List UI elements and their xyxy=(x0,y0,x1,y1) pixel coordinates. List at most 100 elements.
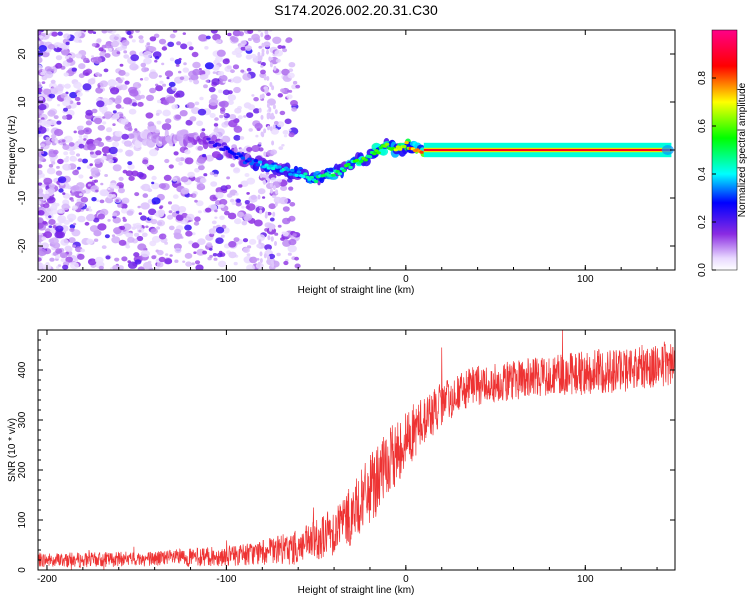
noise-speckle xyxy=(129,89,139,97)
noise-speckle xyxy=(241,205,245,209)
noise-speckle xyxy=(230,69,235,74)
noise-speckle xyxy=(250,194,257,200)
noise-speckle xyxy=(273,120,279,125)
noise-speckle xyxy=(56,222,62,227)
noise-speckle xyxy=(288,215,296,222)
noise-speckle xyxy=(167,41,175,47)
colorbar: 0.0 0.2 0.4 0.6 0.8 Normalized spectral ampl… xyxy=(697,29,748,277)
noise-speckle xyxy=(148,208,157,216)
noise-speckle xyxy=(63,135,73,143)
noise-speckle xyxy=(179,110,188,117)
noise-speckle xyxy=(101,155,107,161)
noise-speckle xyxy=(93,217,100,223)
noise-speckle xyxy=(49,237,59,245)
noise-speckle xyxy=(270,177,277,183)
noise-speckle xyxy=(157,99,162,104)
noise-speckle xyxy=(243,213,253,221)
noise-speckle xyxy=(68,142,75,147)
noise-speckle xyxy=(55,202,60,207)
ridge-core xyxy=(354,158,360,162)
noise-speckle xyxy=(274,232,279,236)
noise-speckle xyxy=(167,214,174,220)
noise-speckle xyxy=(112,110,117,114)
noise-speckle xyxy=(231,201,236,205)
noise-speckle xyxy=(228,119,238,128)
noise-speckle xyxy=(197,238,206,246)
noise-speckle xyxy=(121,256,128,262)
noise-speckle xyxy=(191,107,200,115)
noise-speckle xyxy=(265,174,269,180)
noise-speckle xyxy=(117,203,123,208)
noise-speckle xyxy=(120,118,129,125)
noise-speckle xyxy=(44,212,50,217)
noise-speckle xyxy=(149,87,157,94)
noise-speckle xyxy=(211,220,217,225)
noise-speckle xyxy=(38,187,44,195)
noise-speckle xyxy=(257,60,262,64)
noise-speckle xyxy=(286,94,293,100)
noise-speckle xyxy=(46,167,56,175)
noise-speckle xyxy=(264,244,272,251)
noise-speckle xyxy=(140,215,147,221)
noise-speckle xyxy=(99,51,107,57)
noise-speckle xyxy=(86,165,92,169)
ridge-core xyxy=(341,169,347,173)
noise-speckle xyxy=(147,164,155,171)
noise-speckle xyxy=(158,206,163,210)
noise-speckle xyxy=(234,107,242,114)
noise-speckle xyxy=(137,83,142,87)
noise-speckle xyxy=(134,94,142,101)
noise-speckle xyxy=(191,51,199,58)
noise-speckle xyxy=(283,260,289,266)
noise-speckle xyxy=(51,31,58,37)
noise-speckle xyxy=(49,257,55,262)
noise-speckle xyxy=(213,257,218,261)
noise-speckle xyxy=(145,225,149,229)
noise-speckle xyxy=(249,256,258,264)
noise-speckle xyxy=(292,80,298,85)
noise-speckle xyxy=(140,62,147,68)
ridge-core xyxy=(385,142,390,146)
ridge-core xyxy=(268,164,274,168)
noise-speckle xyxy=(158,183,166,189)
noise-speckle xyxy=(198,68,202,71)
noise-speckle xyxy=(234,218,242,225)
noise-speckle xyxy=(122,218,127,222)
noise-speckle xyxy=(99,199,105,204)
noise-speckle xyxy=(137,243,147,251)
noise-speckle xyxy=(121,197,130,204)
noise-speckle xyxy=(269,182,273,188)
noise-speckle xyxy=(95,189,99,193)
x-tick-label: 100 xyxy=(577,274,594,285)
noise-speckle xyxy=(187,171,195,178)
noise-speckle xyxy=(110,87,120,95)
noise-speckle xyxy=(186,102,195,109)
noise-speckle xyxy=(154,59,158,63)
spectrogram-x-label: Height of straight line (km) xyxy=(298,285,415,296)
noise-speckle xyxy=(82,158,88,164)
noise-speckle xyxy=(124,80,130,85)
ridge-core xyxy=(296,170,302,174)
noise-speckle xyxy=(196,200,204,207)
noise-speckle xyxy=(287,252,292,256)
noise-speckle xyxy=(62,115,68,120)
noise-speckle xyxy=(186,213,195,221)
noise-speckle xyxy=(38,45,47,52)
ridge-core xyxy=(402,144,407,149)
noise-speckle xyxy=(50,79,56,84)
noise-speckle xyxy=(269,126,273,132)
y-tick-label: 200 xyxy=(17,461,28,478)
noise-speckle xyxy=(82,83,92,91)
spectrogram-marks xyxy=(38,30,674,270)
noise-speckle xyxy=(184,252,193,259)
noise-speckle xyxy=(77,215,86,223)
noise-speckle xyxy=(69,150,76,156)
noise-speckle xyxy=(156,120,162,125)
noise-speckle xyxy=(156,249,164,256)
noise-speckle xyxy=(270,236,274,242)
noise-speckle xyxy=(184,149,191,155)
noise-speckle xyxy=(56,231,65,239)
noise-speckle xyxy=(77,158,83,163)
noise-speckle xyxy=(38,192,45,198)
noise-speckle xyxy=(86,238,94,245)
